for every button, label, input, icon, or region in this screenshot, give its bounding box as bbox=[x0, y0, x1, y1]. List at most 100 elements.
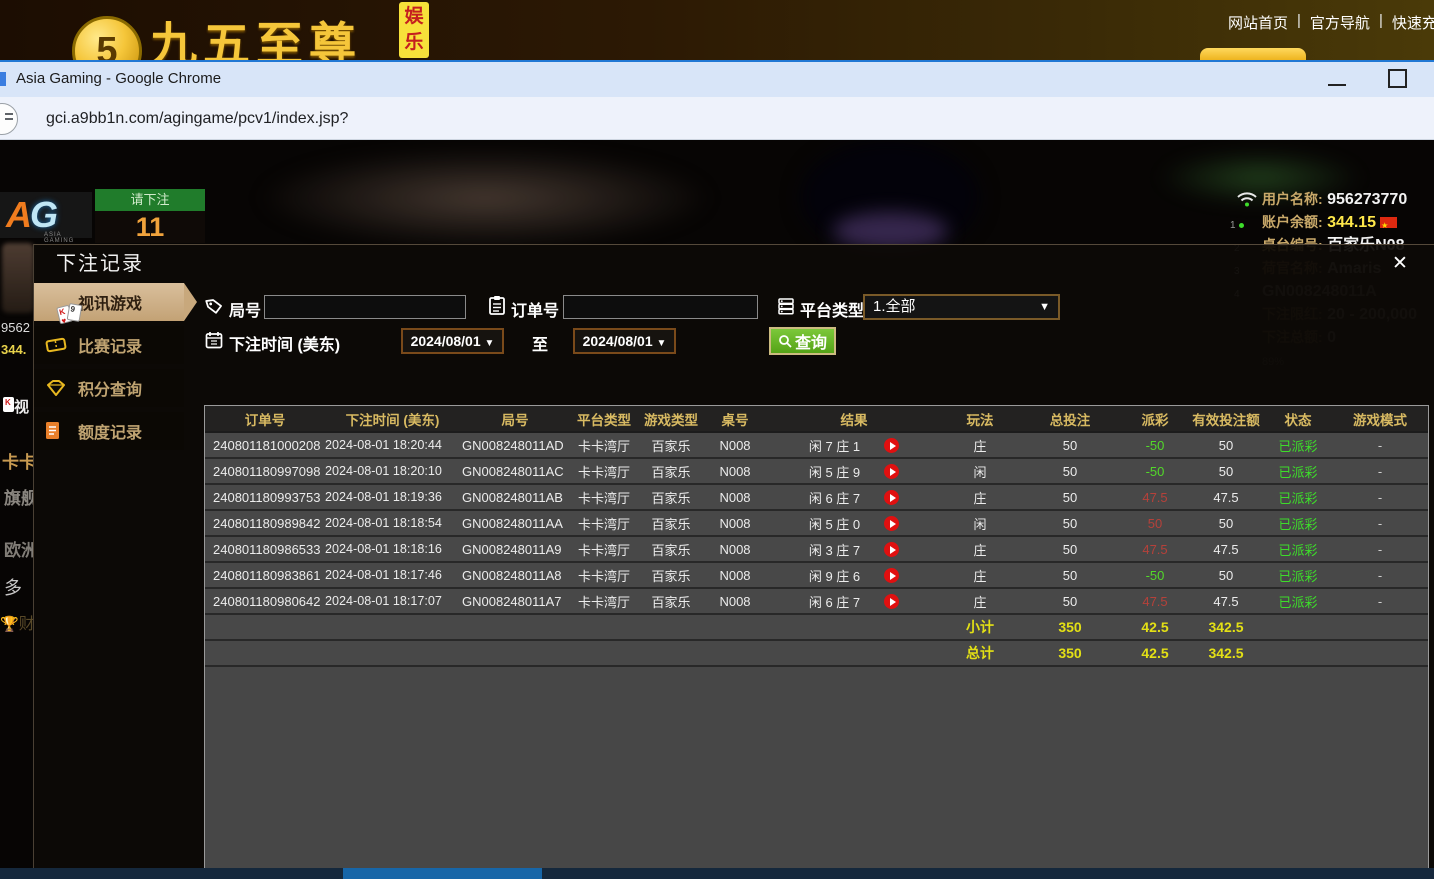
cards-icon bbox=[3, 397, 14, 412]
play-video-button[interactable] bbox=[884, 515, 900, 531]
game-mode: - bbox=[1377, 489, 1383, 505]
round-number: GN008248011A9 bbox=[462, 541, 562, 557]
nav-recharge-link[interactable]: 快速充 bbox=[1391, 15, 1434, 32]
site-topbar: 5 九五至尊 娱乐 网站首页 | 官方导航 | 快速充 bbox=[0, 0, 1434, 86]
table-number: N008 bbox=[719, 437, 751, 453]
date-from-picker[interactable]: 2024/08/01 ▼ bbox=[401, 328, 504, 354]
column-header: 游戏类型 bbox=[644, 412, 698, 428]
column-header: 订单号 bbox=[244, 412, 286, 428]
total-bet: 50 bbox=[1062, 593, 1078, 609]
trophy-icon: 🏆 bbox=[0, 616, 19, 633]
table-row: 240801180980642 2024-08-01 18:17:07 GN00… bbox=[205, 589, 1428, 615]
platform: 卡卡湾厅 bbox=[577, 594, 630, 610]
minimize-button[interactable] bbox=[1328, 84, 1346, 86]
sidebar-item-points-query[interactable]: 积分查询 bbox=[34, 369, 184, 407]
play-side: 庄 bbox=[973, 438, 987, 454]
column-header: 状态 bbox=[1284, 412, 1312, 428]
round-number: GN008248011AD bbox=[462, 437, 564, 453]
total-bet: 50 bbox=[1062, 463, 1078, 479]
nav-guide-link[interactable]: 官方导航 bbox=[1309, 15, 1370, 32]
bet-prompt: 请下注 bbox=[95, 189, 205, 211]
horizontal-scrollbar[interactable] bbox=[0, 868, 1434, 879]
countdown-timer: 11 bbox=[95, 211, 205, 243]
game-mode: - bbox=[1377, 541, 1383, 557]
platform: 卡卡湾厅 bbox=[577, 490, 630, 506]
payout: -50 bbox=[1145, 567, 1165, 583]
round-number: GN008248011AA bbox=[462, 515, 563, 531]
game-mode: - bbox=[1377, 593, 1383, 609]
table-row: 240801180983861 2024-08-01 18:17:46 GN00… bbox=[205, 563, 1428, 589]
round-number: GN008248011AC bbox=[462, 463, 564, 479]
close-icon[interactable]: ✕ bbox=[1392, 253, 1408, 274]
bet-time-filter-label: 下注时间 (美东) bbox=[229, 337, 341, 354]
order-number: 240801180989842 bbox=[213, 515, 321, 531]
maximize-button[interactable] bbox=[1388, 69, 1407, 88]
play-video-button[interactable] bbox=[884, 593, 900, 609]
play-video-button[interactable] bbox=[884, 541, 900, 557]
table-number: N008 bbox=[719, 463, 751, 479]
bet-time: 2024-08-01 18:20:44 bbox=[325, 438, 442, 452]
video-background bbox=[255, 148, 715, 248]
left-menu-partial: 9562 344. 视 卡卡 旗舰 欧洲 多 🏆财 bbox=[0, 140, 33, 868]
play-video-button[interactable] bbox=[884, 567, 900, 583]
table-header-row: 订单号 下注时间 (美东) 局号 平台类型 游戏类型 桌号 结果 玩法 总投注 派彩 有效投注额 状态… bbox=[205, 406, 1428, 433]
subtotal-valid: 342.5 bbox=[1208, 619, 1244, 635]
status-badge: 已派彩 bbox=[1278, 516, 1318, 532]
platform: 卡卡湾厅 bbox=[577, 464, 630, 480]
status-badge: 已派彩 bbox=[1278, 438, 1318, 454]
order-number: 240801181000208 bbox=[213, 437, 321, 453]
window-titlebar[interactable] bbox=[0, 60, 1434, 97]
play-video-button[interactable] bbox=[884, 463, 900, 479]
table-body: 240801181000208 2024-08-01 18:20:44 GN00… bbox=[205, 433, 1428, 615]
column-header: 结果 bbox=[840, 412, 868, 428]
payout: 50 bbox=[1147, 515, 1163, 531]
scrollbar-thumb[interactable] bbox=[343, 868, 542, 879]
total-payout: 42.5 bbox=[1141, 645, 1169, 661]
play-side: 闲 bbox=[973, 464, 987, 480]
order-filter-label: 订单号 bbox=[511, 303, 560, 320]
entertainment-badge: 娱乐 bbox=[399, 2, 429, 58]
nav-home-link[interactable]: 网站首页 bbox=[1228, 15, 1289, 32]
table-number: N008 bbox=[719, 567, 751, 583]
ag-logo: A G ASIA GAMING bbox=[0, 192, 92, 244]
platform: 卡卡湾厅 bbox=[577, 568, 630, 584]
search-button[interactable]: 查询 bbox=[769, 327, 836, 355]
total-bet: 50 bbox=[1062, 567, 1078, 583]
round-input[interactable] bbox=[264, 295, 466, 319]
window-title: Asia Gaming - Google Chrome bbox=[16, 70, 222, 87]
sidebar-item-match-records[interactable]: 比赛记录 bbox=[34, 326, 184, 364]
status-badge: 已派彩 bbox=[1278, 594, 1318, 610]
valid-bet: 50 bbox=[1218, 515, 1234, 531]
dealer-photo-partial bbox=[2, 243, 34, 313]
url-bar[interactable] bbox=[0, 97, 1434, 140]
order-input[interactable] bbox=[563, 295, 758, 319]
sidebar-item-quota-records[interactable]: 额度记录 bbox=[34, 412, 184, 450]
sidebar-item-video-games[interactable]: K ♥ 9 视讯游戏 bbox=[34, 283, 197, 326]
play-video-button[interactable] bbox=[884, 437, 900, 453]
game-mode: - bbox=[1377, 437, 1383, 453]
subtotal-label: 小计 bbox=[966, 619, 994, 635]
payout: 47.5 bbox=[1142, 489, 1168, 505]
payout: -50 bbox=[1145, 437, 1165, 453]
play-side: 庄 bbox=[973, 542, 987, 558]
status-badge: 已派彩 bbox=[1278, 464, 1318, 480]
valid-bet: 47.5 bbox=[1213, 541, 1239, 557]
ticket-icon bbox=[44, 336, 70, 354]
order-number: 240801180983861 bbox=[213, 567, 321, 583]
platform: 卡卡湾厅 bbox=[577, 438, 630, 454]
total-label: 总计 bbox=[966, 645, 994, 661]
game-type: 百家乐 bbox=[651, 568, 691, 584]
platform-select[interactable]: 1.全部 ▼ bbox=[863, 294, 1060, 320]
platform-list-icon bbox=[776, 296, 796, 316]
diamond-icon bbox=[44, 379, 70, 397]
valid-bet: 50 bbox=[1218, 567, 1234, 583]
tag-icon bbox=[204, 296, 224, 316]
play-video-button[interactable] bbox=[884, 489, 900, 505]
platform: 卡卡湾厅 bbox=[577, 516, 630, 532]
total-bet: 50 bbox=[1062, 489, 1078, 505]
bet-time: 2024-08-01 18:20:10 bbox=[325, 464, 442, 478]
round-number: GN008248011A8 bbox=[462, 567, 562, 583]
result-text: 闲 9 庄 6 bbox=[808, 568, 861, 584]
column-header: 有效投注额 bbox=[1192, 412, 1260, 428]
date-to-picker[interactable]: 2024/08/01 ▼ bbox=[573, 328, 676, 354]
